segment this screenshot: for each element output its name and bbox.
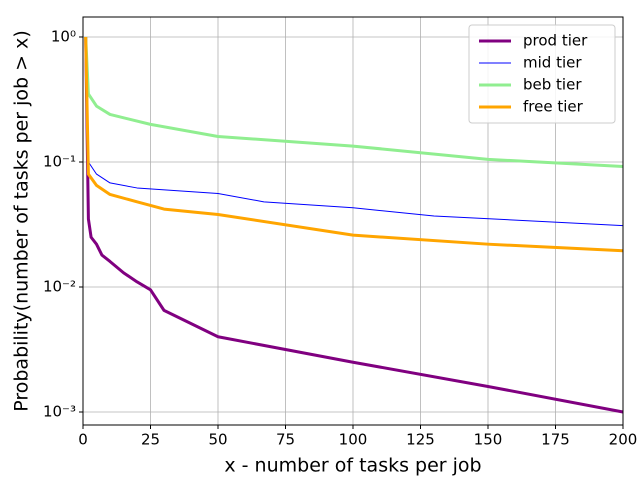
series-line <box>84 36 624 169</box>
x-tick-label: 150 <box>474 431 503 449</box>
x-tick-label: 75 <box>276 431 295 449</box>
x-tick-label: 50 <box>208 431 227 449</box>
y-tick-label: 10⁻³ <box>43 402 76 420</box>
x-tick-label: 175 <box>541 431 570 449</box>
x-tick-label: 25 <box>141 431 160 449</box>
y-axis-label: Probability(number of tasks per job > x) <box>11 30 33 412</box>
x-tick-label: 125 <box>406 431 435 449</box>
series-line <box>84 36 624 414</box>
legend-box <box>468 24 616 124</box>
legend-label: beb tier <box>523 76 582 94</box>
series-line <box>84 36 624 253</box>
x-axis-label: x - number of tasks per job <box>224 455 481 477</box>
x-tick-label: 200 <box>609 431 638 449</box>
legend-label: free tier <box>523 98 584 116</box>
series-line <box>85 36 624 227</box>
y-tick-label: 10⁻¹ <box>43 152 76 170</box>
x-tick-label: 100 <box>339 431 368 449</box>
legend-label: mid tier <box>523 54 582 72</box>
plot-frame <box>82 16 624 426</box>
y-tick-label: 10⁰ <box>51 27 76 45</box>
x-tick-label: 0 <box>78 431 88 449</box>
y-tick-label: 10⁻² <box>43 277 76 295</box>
legend-label: prod tier <box>523 32 588 50</box>
